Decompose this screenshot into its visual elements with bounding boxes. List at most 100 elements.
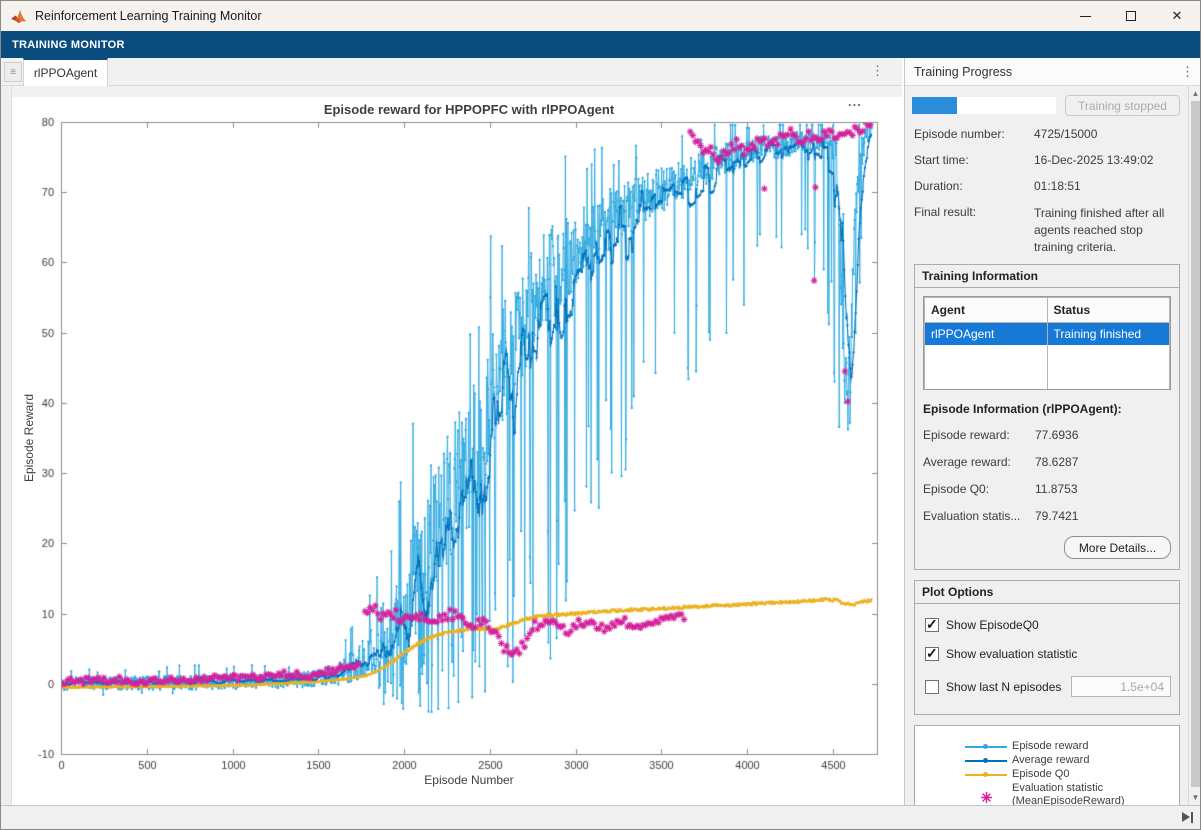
- episode-info-title: Episode Information (rlPPOAgent):: [923, 402, 1122, 416]
- tab-rlppoagent[interactable]: rlPPOAgent: [23, 58, 108, 86]
- ep-label: Episode reward:: [923, 428, 1010, 442]
- average-reward-row: Average reward: 78.6287: [923, 455, 1171, 469]
- ribbon-bar: TRAINING MONITOR: [1, 31, 1200, 58]
- axes-options-icon[interactable]: ...: [848, 94, 862, 109]
- field-duration: Duration: 01:18:51: [914, 179, 1182, 194]
- scrollbar-thumb[interactable]: [1191, 101, 1200, 787]
- panel-options-kebab-icon[interactable]: ⋮: [1181, 63, 1194, 79]
- training-progress-panel: Training Progress ⋮ Training stopped Epi…: [904, 58, 1200, 829]
- checkbox-show-episodeq0[interactable]: [925, 616, 939, 633]
- table-empty-row: [924, 345, 1170, 389]
- evaluation-statistic-asterisk-icon: [965, 782, 1007, 805]
- training-information-group: Training Information Agent Status rlPPOA…: [914, 264, 1180, 570]
- field-label: Final result:: [914, 205, 977, 219]
- training-progress-fill: [912, 97, 958, 114]
- episode-reward-line-icon: [965, 740, 1007, 753]
- tab-options-kebab-icon[interactable]: ⋮: [871, 63, 884, 78]
- show-evaluation-statistic-option: Show evaluation statistic: [925, 645, 1171, 662]
- field-label: Episode number:: [914, 127, 1005, 141]
- legend-item-evaluation-statistic: Evaluation statistic (MeanEpisodeReward): [965, 782, 1179, 805]
- panel-content: Training stopped Episode number: 4725/15…: [905, 86, 1188, 805]
- episode-q0-line-icon: [965, 768, 1007, 781]
- field-value: Training finished after all agents reach…: [1034, 206, 1165, 254]
- chart-title: Episode reward for HPPOPFC with rlPPOAge…: [323, 102, 615, 117]
- field-value: 4725/15000: [1034, 127, 1098, 141]
- checkbox-label: Show EpisodeQ0: [946, 618, 1039, 632]
- scroll-down-icon[interactable]: ▼: [1191, 793, 1200, 802]
- minimize-icon: [1079, 15, 1091, 17]
- field-label: Duration:: [914, 179, 963, 193]
- ribbon-tab-training-monitor[interactable]: TRAINING MONITOR: [12, 38, 125, 51]
- table-header-row: Agent Status: [924, 297, 1170, 323]
- tab-list-button[interactable]: ≡: [4, 62, 22, 82]
- checkbox-label: Show evaluation statistic: [946, 647, 1078, 661]
- average-reward-line-icon: [965, 754, 1007, 767]
- checkbox-show-evaluation-statistic[interactable]: [925, 645, 939, 662]
- column-header-status: Status: [1046, 297, 1170, 323]
- close-button[interactable]: ✕: [1154, 1, 1200, 31]
- agent-status-table: Agent Status rlPPOAgent Training finishe…: [923, 296, 1171, 390]
- legend-label: Episode reward: [1012, 740, 1089, 752]
- legend-label: Episode Q0: [1012, 768, 1070, 780]
- ep-value: 79.7421: [1035, 509, 1079, 523]
- legend-item-episode-q0: Episode Q0: [965, 768, 1179, 781]
- field-start-time: Start time: 16-Dec-2025 13:49:02: [914, 153, 1182, 168]
- more-details-button[interactable]: More Details...: [1064, 536, 1171, 559]
- legend-label: Evaluation statistic (MeanEpisodeReward): [1012, 782, 1125, 805]
- window-controls: ✕: [1062, 1, 1200, 31]
- legend-item-episode-reward: Episode reward: [965, 740, 1179, 753]
- field-value: 16-Dec-2025 13:49:02: [1034, 153, 1154, 167]
- left-splitter[interactable]: [1, 86, 12, 805]
- ep-value: 77.6936: [1035, 428, 1079, 442]
- ep-label: Average reward:: [923, 455, 1011, 469]
- episode-reward-row: Episode reward: 77.6936: [923, 428, 1171, 442]
- ep-label: Episode Q0:: [923, 482, 990, 496]
- matlab-logo-icon: [11, 9, 27, 23]
- field-label: Start time:: [914, 153, 969, 167]
- evaluation-statistic-row: Evaluation statis... 79.7421: [923, 509, 1171, 523]
- field-episode-number: Episode number: 4725/15000: [914, 127, 1182, 142]
- field-final-result: Final result: Training finished after al…: [914, 205, 1182, 256]
- skip-to-end-icon[interactable]: [1179, 810, 1195, 824]
- panel-header: Training Progress ⋮: [905, 58, 1200, 86]
- tab-label: rlPPOAgent: [33, 66, 98, 80]
- reward-chart-canvas: [12, 86, 902, 807]
- group-title: Training Information: [915, 265, 1179, 288]
- legend-item-average-reward: Average reward: [965, 754, 1179, 767]
- status-cell: Training finished: [1046, 322, 1170, 345]
- checkbox-label: Show last N episodes: [946, 679, 1062, 694]
- group-title: Plot Options: [915, 581, 1179, 604]
- last-n-episodes-input[interactable]: [1071, 676, 1171, 697]
- field-value: 01:18:51: [1034, 179, 1081, 193]
- y-axis-label: Episode Reward: [22, 393, 36, 483]
- training-stopped-button[interactable]: Training stopped: [1065, 95, 1180, 116]
- agent-cell: rlPPOAgent: [924, 322, 1048, 345]
- legend-label: Average reward: [1012, 754, 1090, 766]
- window-title: Reinforcement Learning Training Monitor: [35, 9, 262, 23]
- close-icon: ✕: [1171, 8, 1183, 23]
- scroll-up-icon[interactable]: ▲: [1191, 89, 1200, 98]
- title-bar: Reinforcement Learning Training Monitor …: [1, 1, 1200, 31]
- progress-row: Training stopped: [912, 95, 1182, 116]
- maximize-button[interactable]: [1108, 1, 1154, 31]
- chart-legend: Episode reward Average reward Episode Q0: [914, 725, 1180, 805]
- episode-q0-row: Episode Q0: 11.8753: [923, 482, 1171, 496]
- ep-value: 11.8753: [1035, 482, 1078, 496]
- ep-label: Evaluation statis...: [923, 509, 1021, 523]
- x-axis-label: Episode Number: [424, 773, 514, 787]
- checkbox-show-last-n-episodes[interactable]: [925, 679, 939, 694]
- hamburger-icon: ≡: [10, 66, 16, 78]
- ep-value: 78.6287: [1035, 455, 1079, 469]
- table-row[interactable]: rlPPOAgent Training finished: [924, 322, 1170, 345]
- plot-options-group: Plot Options Show EpisodeQ0 Show evaluat…: [914, 580, 1180, 715]
- show-episodeq0-option: Show EpisodeQ0: [925, 616, 1171, 633]
- column-header-agent: Agent: [924, 297, 1048, 323]
- document-tab-bar: ≡ rlPPOAgent ⋮: [1, 58, 902, 86]
- panel-scrollbar[interactable]: ▲ ▼: [1188, 86, 1200, 805]
- show-last-n-episodes-option: Show last N episodes: [925, 676, 1171, 697]
- minimize-button[interactable]: [1062, 1, 1108, 31]
- maximize-icon: [1126, 11, 1136, 21]
- training-progress-bar: [912, 97, 1056, 114]
- panel-title: Training Progress: [914, 64, 1013, 79]
